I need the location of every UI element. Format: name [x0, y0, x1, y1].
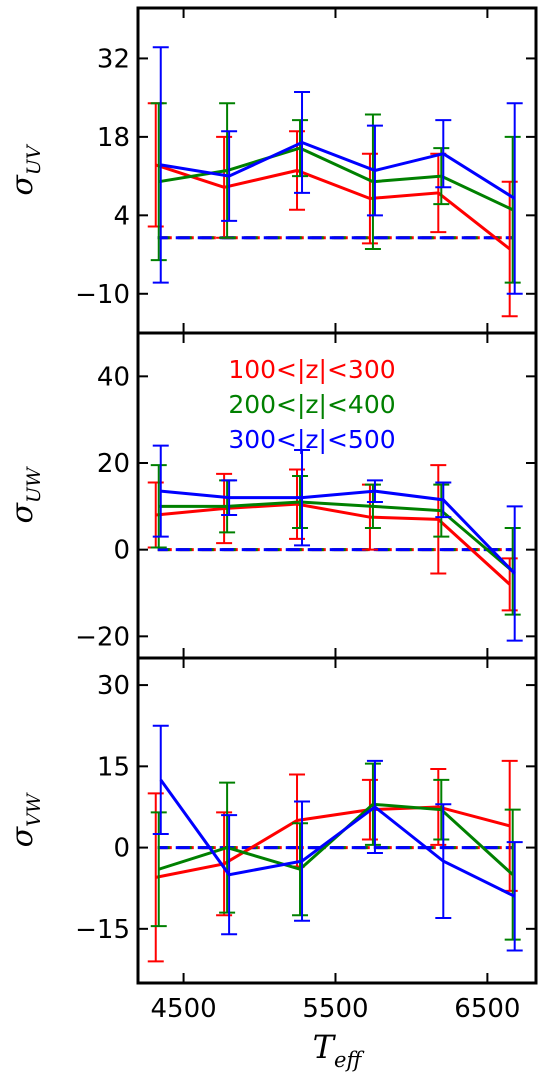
series-line — [155, 805, 511, 879]
y-tick-label: −15 — [75, 915, 130, 945]
series-2 — [152, 444, 523, 642]
legend-entry: 100<|z|<300 — [228, 355, 395, 384]
x-axis: 4500 5500 6500 Teff — [150, 994, 520, 1072]
y-tick-label: 40 — [97, 362, 130, 392]
y-axis-label: σUV — [5, 143, 45, 195]
y-tick-label: 0 — [113, 536, 130, 566]
series-line — [160, 489, 516, 575]
series-0 — [147, 102, 518, 318]
series-line — [159, 778, 516, 898]
series-line — [155, 502, 511, 586]
y-tick-label: 4 — [113, 201, 130, 231]
series-2 — [152, 724, 523, 952]
legend-entry: 300<|z|<500 — [228, 425, 395, 454]
legend: 100<|z|<300 200<|z|<400 300<|z|<500 — [228, 355, 395, 454]
y-tick-label: 18 — [97, 123, 130, 153]
panel-2: 30 15 0 −15 σVW — [5, 656, 538, 985]
series-1 — [150, 762, 521, 941]
x-tick-label: 6500 — [454, 994, 520, 1024]
series-line — [155, 163, 511, 251]
series-line — [158, 500, 514, 573]
y-tick-label: 15 — [97, 752, 130, 782]
y-tick-label: 20 — [97, 449, 130, 479]
y-tick-label: 32 — [97, 44, 130, 74]
y-tick-label: 0 — [113, 834, 130, 864]
series-0 — [147, 759, 518, 963]
y-axis-label: σVW — [5, 792, 45, 847]
y-axis-label: σUW — [5, 466, 45, 523]
legend-entry: 200<|z|<400 — [228, 390, 395, 419]
panels-group: 32 18 4 −10 σUV 40 20 0 −20 σUW 30 15 0 −15 σVW — [5, 6, 538, 985]
panel-frame — [136, 656, 538, 985]
series-0 — [147, 464, 518, 612]
series-line — [160, 140, 516, 200]
x-axis-label: Teff — [313, 1028, 365, 1072]
y-tick-label: −20 — [75, 622, 130, 652]
x-tick-label: 4500 — [150, 994, 216, 1024]
y-tick-label: 30 — [97, 671, 130, 701]
series-2 — [152, 46, 523, 295]
x-tick-label: 5500 — [302, 994, 368, 1024]
series-1 — [150, 102, 521, 284]
series-line — [158, 146, 514, 212]
y-tick-label: −10 — [75, 280, 130, 310]
panel-0: 32 18 4 −10 σUV — [5, 6, 538, 335]
series-1 — [150, 464, 521, 616]
